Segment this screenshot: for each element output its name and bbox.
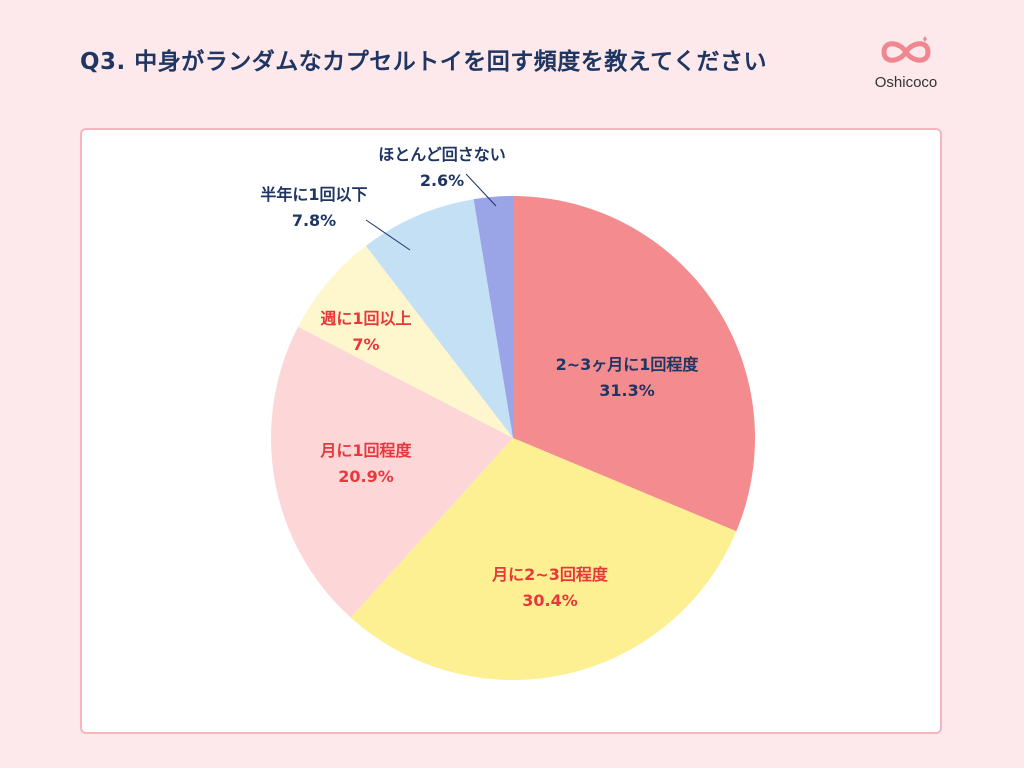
pie-slice — [350, 438, 737, 680]
slice-value-label: 31.3% — [599, 381, 655, 400]
pie-slice — [298, 245, 513, 438]
logo-infinity-heart-icon — [881, 36, 931, 63]
slice-label: ほとんど回さない — [378, 145, 506, 164]
logo-text: Oshicoco — [874, 74, 938, 91]
slice-label: 月に2~3回程度 — [491, 565, 609, 584]
chart-card: 2~3ヶ月に1回程度 31.3% 月に2~3回程度 30.4% 月に1回程度 20.9% 週… — [80, 128, 942, 734]
pie-slice — [513, 196, 755, 532]
page-title: Q3. 中身がランダムなカプセルトイを回す頻度を教えてください — [80, 49, 767, 75]
pie-slice — [365, 199, 513, 438]
slice-label: 週に1回以上 — [320, 309, 411, 328]
leader-line — [465, 173, 497, 207]
pie-chart: 2~3ヶ月に1回程度 31.3% 月に2~3回程度 30.4% 月に1回程度 20.9% 週… — [260, 145, 755, 680]
pie-slice — [271, 326, 513, 618]
slice-label: 半年に1回以下 — [260, 185, 367, 204]
slice-value-label: 2.6% — [420, 171, 464, 190]
pie-slice — [473, 196, 513, 438]
slice-value-label: 30.4% — [522, 591, 578, 610]
leader-line — [365, 219, 411, 251]
slice-value-label: 7.8% — [292, 211, 336, 230]
slice-value-label: 7% — [352, 335, 379, 354]
brand-logo: Oshicoco — [866, 34, 946, 96]
slice-label: 2~3ヶ月に1回程度 — [556, 355, 700, 374]
slice-label: 月に1回程度 — [319, 441, 412, 460]
slice-value-label: 20.9% — [338, 467, 394, 486]
